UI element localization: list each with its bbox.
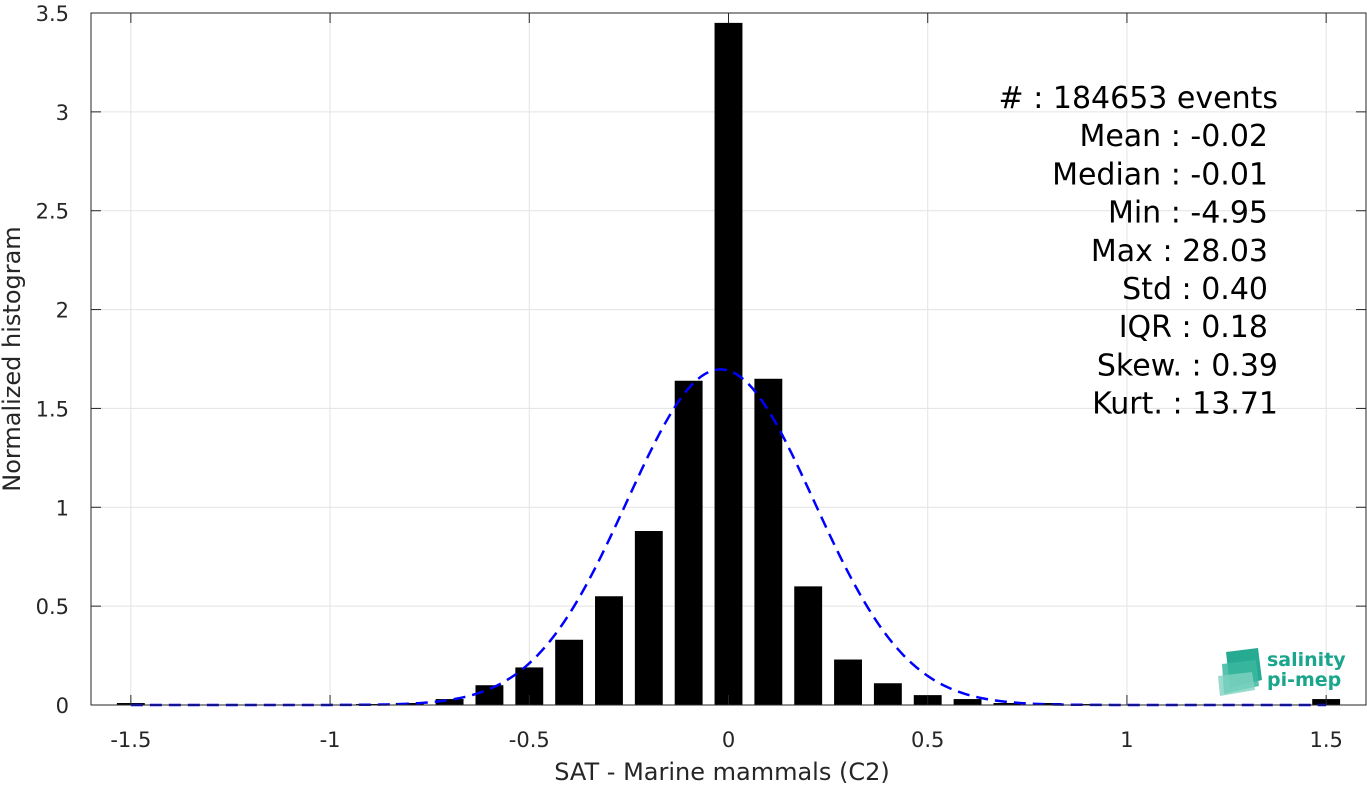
histogram-bar-15: [714, 22, 743, 705]
histogram-bar-9: [475, 685, 504, 705]
x-tick-label: 1.5: [1309, 728, 1342, 752]
axis-ticks: [91, 12, 1366, 706]
stat-line: Std : 0.40: [1122, 272, 1268, 307]
y-tick-label: 1: [56, 496, 69, 520]
histogram-bar-16: [754, 378, 783, 705]
stat-line: Mean : -0.02: [1079, 119, 1268, 154]
logo-text-line2: pi-mep: [1267, 669, 1341, 691]
histogram-bar-11: [555, 639, 584, 705]
x-axis-label: SAT - Marine mammals (C2): [554, 758, 889, 785]
salinity-pi-mep-logo: salinity pi-mep: [1218, 648, 1346, 696]
histogram-bar-12: [595, 596, 623, 705]
histogram-bar-14: [674, 380, 703, 705]
y-axis-label: Normalized histogram: [0, 226, 26, 491]
histogram-bar-19: [873, 683, 902, 705]
stat-line: IQR : 0.18: [1119, 310, 1268, 345]
x-tick-labels: -1.5 -1 -0.5 0 0.5 1 1.5: [110, 728, 1343, 752]
x-tick-label: -1: [320, 728, 341, 752]
stat-line: Median : -0.01: [1052, 157, 1268, 192]
x-tick-label: -1.5: [110, 728, 151, 752]
stat-line: Max : 28.03: [1091, 234, 1268, 269]
histogram-bar-21: [953, 699, 982, 705]
histogram-bar-13: [634, 531, 663, 705]
stat-line: Skew. : 0.39: [1097, 348, 1278, 383]
y-tick-label: 2.5: [36, 200, 69, 224]
stat-line: Min : -4.95: [1108, 196, 1268, 231]
histogram-bar-18: [834, 659, 862, 705]
y-tick-label: 0: [56, 694, 69, 718]
logo-text-line1: salinity: [1267, 649, 1346, 671]
x-tick-label: 0.5: [911, 728, 944, 752]
histogram-bar-17: [794, 586, 823, 705]
histogram-bar-7: [395, 703, 424, 705]
x-tick-label: 0: [722, 728, 735, 752]
y-tick-label: 1.5: [36, 397, 69, 421]
histogram-bar-8: [435, 699, 464, 705]
x-tick-label: 1: [1120, 728, 1133, 752]
stat-line: # : 184653 events: [999, 81, 1278, 116]
wave-logo-icon: [1218, 648, 1262, 696]
y-tick-label: 3: [56, 101, 69, 125]
y-tick-label: 3.5: [36, 2, 69, 26]
y-tick-label: 2: [56, 299, 69, 323]
y-tick-labels: 0 0.5 1 1.5 2 2.5 3 3.5: [36, 2, 69, 718]
histogram-bar-22: [993, 703, 1022, 705]
histogram-bar-23: [1033, 703, 1062, 705]
y-tick-label: 0.5: [36, 595, 69, 619]
x-tick-label: -0.5: [509, 728, 550, 752]
stat-line: Kurt. : 13.71: [1092, 387, 1278, 422]
